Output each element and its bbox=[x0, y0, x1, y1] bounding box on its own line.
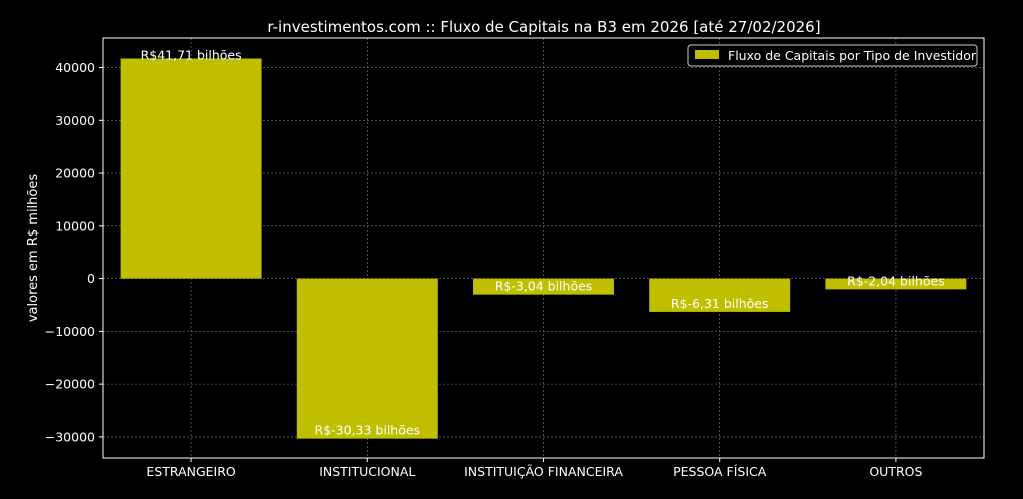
bar-value-label: R$-3,04 bilhões bbox=[495, 279, 593, 294]
legend-label-series-0: Fluxo de Capitais por Tipo de Investidor bbox=[728, 48, 977, 63]
legend-swatch bbox=[695, 50, 719, 59]
y-tick-label: 0 bbox=[87, 271, 95, 286]
y-tick-label: 30000 bbox=[55, 113, 95, 128]
x-tick-label: OUTROS bbox=[869, 464, 922, 479]
y-axis-label: valores em R$ milhões bbox=[26, 174, 41, 322]
bars-layer bbox=[120, 58, 967, 439]
bar-labels-layer: R$41,71 bilhões R$-30,33 bilhões R$-3,04 b… bbox=[141, 48, 945, 438]
x-tick-label: INSTITUCIONAL bbox=[319, 464, 415, 479]
y-tick-label: 20000 bbox=[55, 166, 95, 181]
bar-value-label: R$41,71 bilhões bbox=[141, 48, 242, 63]
bar bbox=[296, 278, 438, 439]
legend: Fluxo de Capitais por Tipo de Investidor bbox=[687, 44, 978, 67]
legend-box bbox=[687, 44, 978, 67]
ticks-layer: −30000 −20000 −10000 0 10000 20000 30000 40000 E… bbox=[45, 60, 923, 479]
bar bbox=[473, 278, 614, 295]
bar bbox=[649, 278, 791, 312]
x-tick-label: INSTITUIÇÃO FINANCEIRA bbox=[464, 464, 623, 479]
y-tick-label: −20000 bbox=[45, 377, 95, 392]
x-tick-label: ESTRANGEIRO bbox=[146, 464, 236, 479]
bar bbox=[120, 58, 262, 279]
y-tick-label: −30000 bbox=[45, 429, 95, 444]
chart-title: r-investimentos.com :: Fluxo de Capitais… bbox=[267, 18, 820, 36]
x-tick-label: PESSOA FÍSICA bbox=[673, 464, 767, 479]
y-tick-label: 10000 bbox=[55, 218, 95, 233]
bar-value-label: R$-6,31 bilhões bbox=[671, 296, 769, 311]
y-tick-label: 40000 bbox=[55, 60, 95, 75]
bar bbox=[825, 278, 967, 290]
bar-value-label: R$-30,33 bilhões bbox=[315, 423, 421, 438]
y-tick-label: −10000 bbox=[45, 324, 95, 339]
bar-value-label: R$-2,04 bilhões bbox=[847, 273, 945, 288]
